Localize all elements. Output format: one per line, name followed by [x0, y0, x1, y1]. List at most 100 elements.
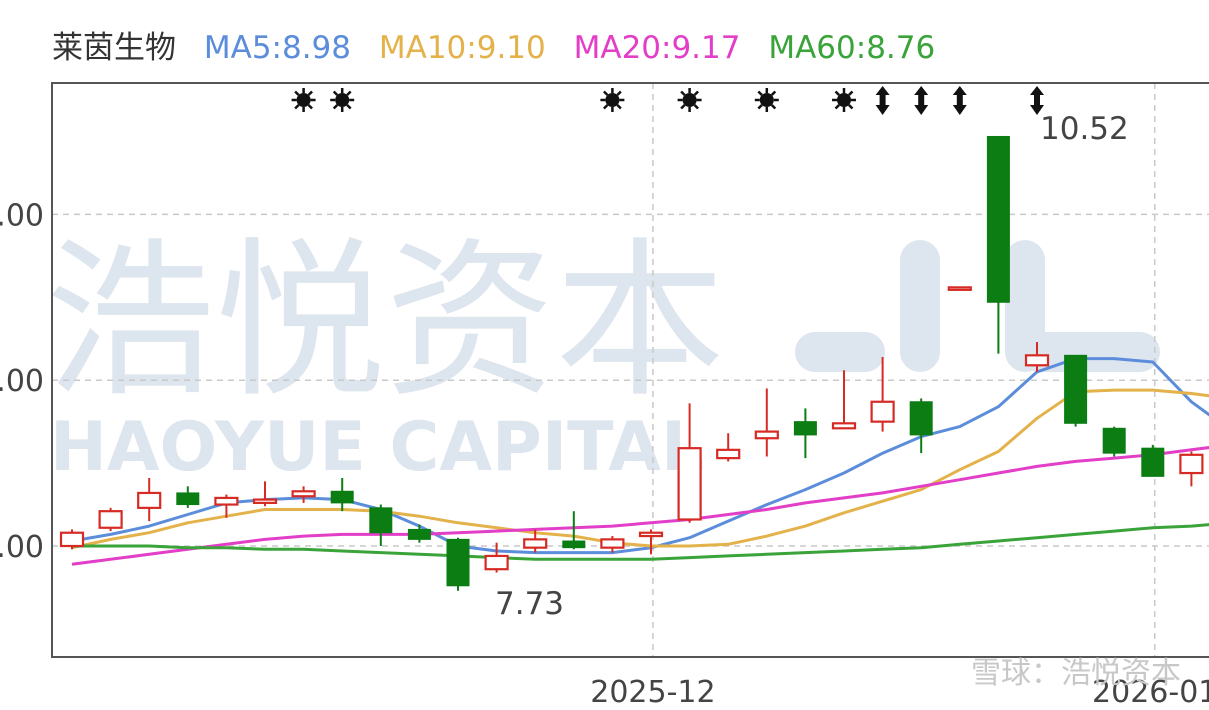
legend-ma5-value: 8.98: [281, 30, 352, 66]
candle-body: [1141, 447, 1165, 477]
arrow-shaft: [956, 94, 963, 106]
star-core: [605, 93, 620, 107]
star-core: [296, 93, 311, 107]
star-core: [837, 93, 851, 107]
legend-ma10: MA10:9.10: [379, 30, 546, 66]
arrow-marker: [914, 86, 929, 115]
candles: [59, 135, 1204, 591]
candle-up: [252, 481, 278, 507]
legend-ma5-label: MA5:: [203, 30, 282, 66]
star-ray: [332, 90, 339, 96]
arrow-up: [914, 86, 929, 95]
arrow-down: [952, 105, 967, 115]
arrow-shaft: [918, 94, 925, 106]
candle-up: [1024, 342, 1050, 372]
arrow-marker: [875, 86, 890, 115]
candle-body: [716, 448, 741, 460]
arrow-up: [952, 86, 967, 95]
x-tick-label: 2025-12: [590, 675, 715, 710]
candle-up: [214, 494, 239, 518]
y-tick-label: .00: [0, 198, 44, 233]
high-annotation: 10.52: [1040, 111, 1129, 147]
arrow-marker: [952, 86, 967, 115]
signal-markers: [291, 86, 1044, 115]
star-marker: [330, 88, 355, 112]
candle-body: [947, 286, 972, 291]
arrow-up: [875, 86, 890, 95]
candle-up: [1179, 451, 1204, 487]
candle-down: [407, 524, 431, 543]
candle-up: [59, 529, 85, 550]
plot-frame: [51, 82, 1209, 658]
arrow-down: [875, 105, 890, 115]
arrow-down: [914, 105, 929, 115]
legend-ma20-label: MA20:: [573, 30, 672, 66]
candle-body: [291, 490, 316, 498]
watermark-logo: [795, 240, 1160, 372]
watermark-footer: 雪球：浩悦资本: [971, 656, 1181, 691]
legend-ma20-value: 9.17: [671, 30, 741, 66]
star-ray: [332, 104, 339, 110]
low-annotation: 7.73: [495, 586, 564, 622]
x-tick-label: 2026-01: [1092, 675, 1209, 710]
candle-up: [754, 388, 779, 457]
star-marker: [832, 88, 856, 112]
y-axis-labels: .00 .00 .00: [0, 198, 44, 565]
star-core: [335, 93, 350, 107]
star-core: [759, 93, 774, 107]
candle-body: [407, 528, 431, 540]
candle-body: [831, 422, 857, 430]
stock-name: 莱茵生物: [52, 30, 176, 66]
candle-down: [986, 135, 1010, 354]
candle-body: [1024, 354, 1050, 367]
candle-body: [638, 531, 664, 538]
star-ray: [848, 104, 854, 110]
candle-body: [484, 554, 509, 571]
arrow-up: [1030, 86, 1044, 95]
candle-body: [793, 421, 817, 436]
candle-down: [793, 408, 817, 459]
candle-body: [1064, 354, 1088, 424]
star-ray: [307, 104, 313, 110]
candle-body: [909, 401, 933, 436]
ma-line-ma20: [71, 446, 1209, 566]
chart-legend: 莱茵生物 MA5:8.98 MA10:9.10 MA20:9.17 MA60:8…: [52, 22, 953, 67]
candle-up: [523, 529, 548, 553]
star-ray: [346, 90, 352, 96]
candle-up: [947, 286, 972, 291]
arrow-down: [1030, 105, 1044, 115]
star-core: [682, 93, 697, 107]
candle-body: [1179, 453, 1204, 475]
watermark-cn: 浩悦资本: [45, 223, 725, 421]
candle-down: [1102, 426, 1126, 457]
legend-ma60-label: MA60:: [768, 30, 867, 66]
candle-body: [870, 400, 895, 423]
candle-body: [59, 531, 85, 548]
star-ray: [834, 90, 840, 96]
arrow-shaft: [1034, 94, 1040, 106]
candle-up: [831, 370, 857, 430]
star-ray: [616, 104, 622, 110]
star-ray: [757, 104, 763, 110]
candle-body: [523, 538, 548, 549]
star-ray: [848, 90, 854, 96]
candle-body: [986, 135, 1010, 303]
star-ray: [770, 90, 777, 96]
candle-body: [446, 538, 470, 587]
candle-up: [137, 478, 162, 522]
candle-body: [369, 507, 393, 534]
legend-ma10-value: 9.10: [476, 30, 546, 66]
candle-body: [754, 430, 779, 440]
candle-down: [176, 486, 200, 508]
star-ray: [294, 90, 300, 96]
candle-body: [562, 540, 586, 549]
candle-down: [369, 504, 393, 546]
star-ray: [770, 104, 777, 110]
candle-up: [870, 356, 895, 432]
candle-body: [252, 498, 278, 504]
star-marker: [754, 88, 779, 112]
candle-down: [562, 511, 586, 550]
star-ray: [346, 104, 352, 110]
candle-down: [446, 537, 470, 591]
candle-up: [600, 536, 625, 553]
